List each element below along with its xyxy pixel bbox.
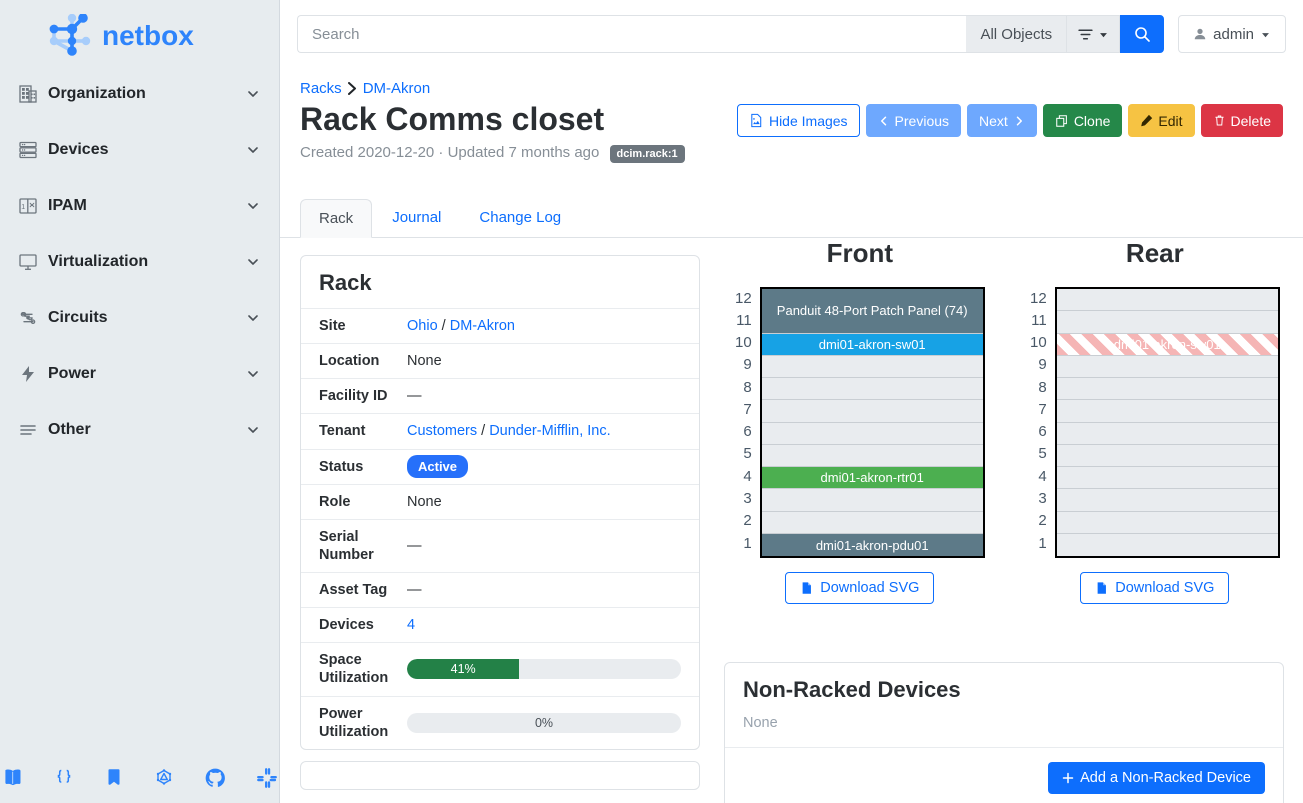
svg-text:1: 1	[21, 204, 25, 211]
svg-text:netbox: netbox	[102, 20, 194, 51]
